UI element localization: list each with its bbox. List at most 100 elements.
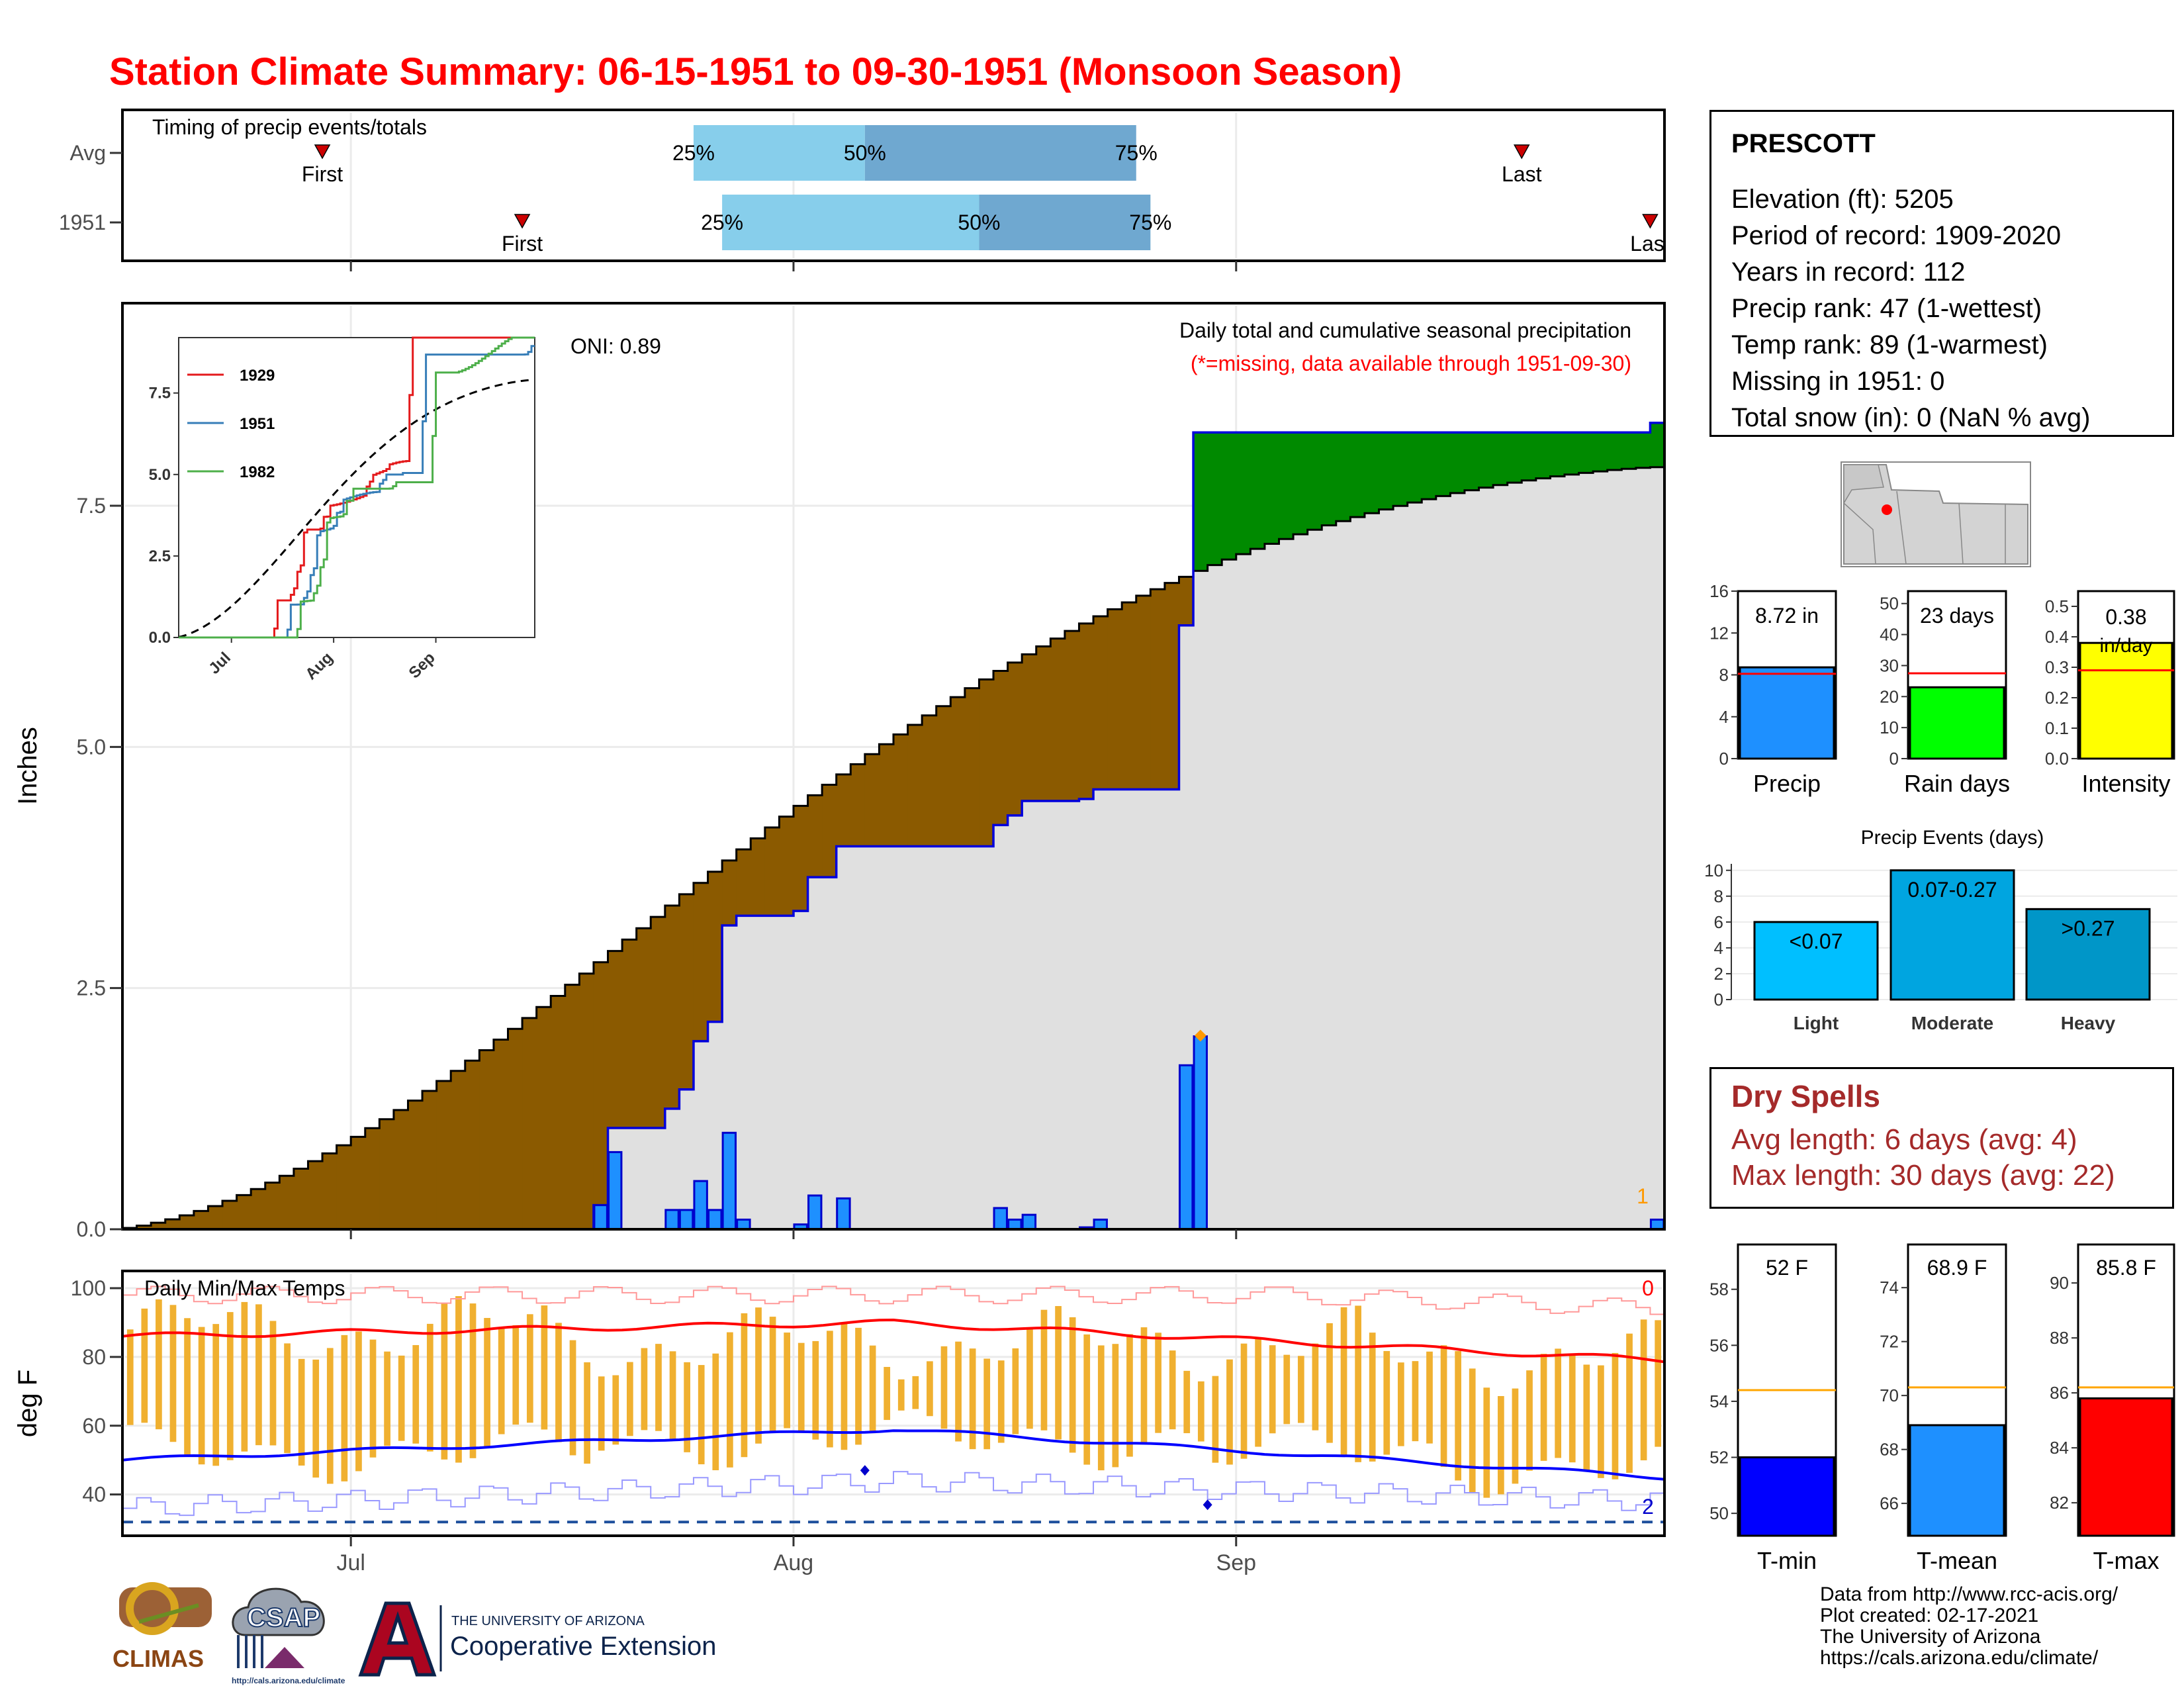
daily-temp-bar <box>1583 1364 1590 1471</box>
y-tick-label: 30 <box>1880 655 1899 675</box>
daily-precip-bar <box>664 1209 680 1231</box>
daily-temp-bar <box>1083 1334 1091 1465</box>
cumulative-fill <box>1464 490 1480 1229</box>
cumulative-diff <box>1422 432 1437 500</box>
daily-temp-bar <box>1569 1355 1576 1463</box>
cumulative-diff <box>836 774 851 847</box>
cumulative-diff <box>179 1215 195 1229</box>
cumulative-diff <box>251 1189 266 1229</box>
cumulative-diff <box>1564 432 1580 475</box>
daily-temp-bar <box>255 1304 262 1446</box>
cumulative-fill <box>1322 525 1337 1229</box>
cumulative-fill <box>1236 554 1251 1229</box>
daily-temp-bar <box>1012 1348 1019 1434</box>
y-tick-label: 88 <box>2050 1328 2069 1348</box>
cumulative-diff <box>1379 432 1394 510</box>
cumulative-diff <box>451 1070 466 1229</box>
x-tick-label: Sep <box>1216 1550 1257 1575</box>
daily-temp-bar <box>369 1339 377 1458</box>
credit-university: The University of Arizona <box>1820 1626 2041 1648</box>
y-tick-label: 0.4 <box>2045 627 2069 647</box>
daily-precip-bar <box>736 1218 751 1231</box>
cumulative-diff <box>408 1100 423 1229</box>
y-tick-label: 50 <box>1880 594 1899 614</box>
cumulative-fill <box>1507 483 1522 1230</box>
cumulative-diff <box>822 784 837 878</box>
temp-y-axis-label: deg F <box>13 1370 42 1437</box>
cumulative-fill <box>1207 565 1222 1229</box>
daily-temp-bar <box>541 1305 548 1430</box>
cumulative-fill <box>764 915 780 1229</box>
cumulative-fill <box>822 877 837 1229</box>
cumulative-diff <box>1307 432 1322 530</box>
cumulative-diff <box>265 1182 280 1229</box>
cumulative-diff <box>608 951 623 1128</box>
cumulative-fill <box>879 846 894 1229</box>
timing-row-label: Avg <box>69 141 106 165</box>
daily-temp-bar <box>626 1362 633 1436</box>
temp-y-tick-label: 100 <box>71 1276 106 1300</box>
station-temp-rank: Temp rank: 89 (1-warmest) <box>1731 330 2048 359</box>
cumulative-diff <box>1464 432 1480 491</box>
cumulative-fill <box>1350 517 1365 1230</box>
panel-label: T-min <box>1757 1547 1817 1574</box>
daily-temp-bar <box>198 1327 205 1465</box>
ua-logo-line2: Cooperative Extension <box>450 1632 716 1661</box>
cumulative-diff <box>850 764 866 847</box>
daily-temp-bar <box>226 1312 234 1460</box>
temperature-panel: Daily Min/Max Temps 0 2 40 60 80 100 deg F <box>13 1270 1666 1537</box>
daily-temp-bar <box>912 1376 919 1409</box>
cumulative-diff <box>1621 432 1637 469</box>
cumulative-diff <box>1250 432 1265 549</box>
cumulative-fill <box>907 846 923 1229</box>
cumulative-diff <box>508 1029 523 1229</box>
cumulative-fill <box>979 846 994 1229</box>
events-y-tick-label: 6 <box>1714 912 1723 932</box>
timing-marker-last <box>1642 214 1659 229</box>
cumulative-fill <box>1578 473 1594 1229</box>
y-tick-label: 4 <box>1719 707 1729 727</box>
y-tick-label: 0 <box>1889 749 1899 769</box>
precip-frame <box>121 302 1666 1231</box>
daily-precip-bar <box>1007 1218 1023 1231</box>
cumulative-diff <box>1393 432 1408 506</box>
event-bar-label: <0.07 <box>1790 929 1843 953</box>
timing-marker-first <box>314 144 331 160</box>
daily-temp-bar <box>997 1360 1005 1443</box>
cumulative-diff <box>1479 432 1494 488</box>
daily-temp-bar <box>1483 1387 1490 1498</box>
daily-temp-bar <box>269 1321 277 1446</box>
temp-y-tick-label: 60 <box>82 1414 106 1438</box>
y-tick-label: 86 <box>2050 1383 2069 1403</box>
daily-temp-bar <box>1112 1344 1119 1468</box>
daily-precip-bar <box>1093 1218 1108 1231</box>
value-label: 85.8 F <box>2096 1256 2156 1280</box>
daily-temp-bar <box>1312 1343 1319 1430</box>
cumulative-fill <box>864 846 880 1229</box>
cumulative-diff <box>1050 638 1066 801</box>
daily-precip-bar <box>608 1150 623 1231</box>
daily-precip-bar <box>693 1180 708 1231</box>
y-tick-label: 90 <box>2050 1273 2069 1293</box>
hot-day-count: 0 <box>1642 1276 1654 1300</box>
cumulative-fill <box>1036 800 1051 1229</box>
events-panel: Precip Events (days) <0.07 Light 0.07-0.27 M… <box>1704 827 2177 1033</box>
locator-map <box>1841 461 2031 567</box>
timing-title: Timing of precip events/totals <box>152 115 427 139</box>
daily-temp-bar <box>412 1344 420 1444</box>
cumulative-diff <box>1350 432 1365 518</box>
timing-last-label: Last <box>1502 162 1542 186</box>
cumulative-diff <box>1036 646 1051 801</box>
cumulative-diff <box>1507 432 1522 483</box>
daily-temp-bar <box>241 1301 248 1452</box>
cumulative-fill <box>1407 502 1422 1229</box>
precip-title: Daily total and cumulative seasonal prec… <box>1179 318 1631 342</box>
daily-temp-bar <box>612 1375 619 1445</box>
daily-temp-bar <box>312 1359 320 1478</box>
cumulative-diff <box>664 905 680 1109</box>
cumulative-diff <box>1079 623 1094 800</box>
cumulative-diff <box>1122 602 1137 790</box>
cumulative-fill <box>1336 521 1351 1229</box>
cumulative-diff <box>1007 662 1023 816</box>
q75-label: 75% <box>1115 141 1158 165</box>
